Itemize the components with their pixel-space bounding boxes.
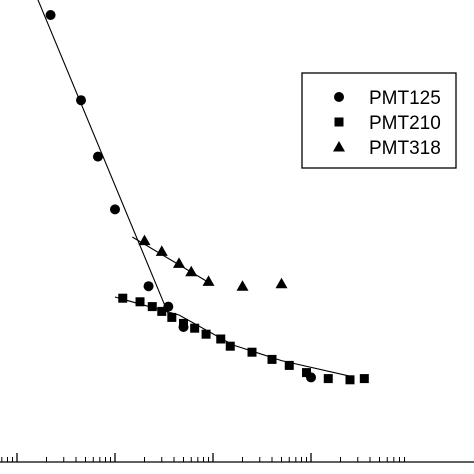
data-point-pmt318-0	[138, 234, 151, 246]
data-point-pmt210-6	[190, 323, 200, 333]
legend-marker-pmt210	[334, 117, 344, 127]
data-point-pmt210-15	[345, 375, 355, 385]
x-axis	[0, 453, 474, 463]
data-point-pmt318-5	[236, 280, 249, 291]
data-point-pmt210-16	[359, 374, 369, 384]
data-point-pmt318-1	[155, 245, 168, 256]
data-point-pmt210-8	[216, 334, 226, 344]
legend-label-pmt318: PMT318	[369, 138, 441, 159]
legend-marker-pmt125	[334, 92, 344, 102]
legend-box	[301, 72, 457, 169]
data-point-pmt210-13	[302, 368, 312, 378]
data-point-pmt210-3	[157, 306, 167, 316]
data-point-pmt210-11	[267, 354, 277, 364]
data-point-pmt125-1	[76, 95, 87, 106]
data-point-pmt210-2	[147, 302, 157, 312]
data-point-pmt125-3	[110, 204, 120, 215]
data-point-pmt318-4	[202, 275, 215, 286]
data-point-pmt318-2	[173, 257, 186, 268]
legend-marker-pmt318	[333, 141, 345, 152]
data-point-pmt210-9	[225, 341, 235, 351]
data-point-pmt210-0	[118, 293, 128, 303]
data-point-pmt318-6	[275, 277, 288, 289]
data-point-pmt210-14	[323, 374, 333, 384]
legend-label-pmt210: PMT210	[369, 113, 441, 134]
legend: PMT125 PMT210 PMT318	[301, 72, 457, 169]
fit-line-pmt125	[37, 0, 169, 315]
data-point-pmt210-5	[178, 318, 188, 328]
data-point-pmt210-12	[284, 360, 294, 370]
data-point-pmt210-7	[201, 329, 211, 339]
legend-label-pmt125: PMT125	[369, 88, 441, 109]
data-point-pmt210-4	[167, 312, 177, 322]
data-point-pmt125-2	[92, 151, 103, 162]
data-point-pmt125-4	[143, 281, 154, 292]
data-point-pmt210-10	[247, 347, 257, 357]
plot-area	[37, 0, 369, 385]
data-point-pmt210-1	[135, 297, 145, 307]
data-point-pmt125-0	[45, 10, 56, 20]
data-point-pmt318-3	[185, 265, 198, 277]
